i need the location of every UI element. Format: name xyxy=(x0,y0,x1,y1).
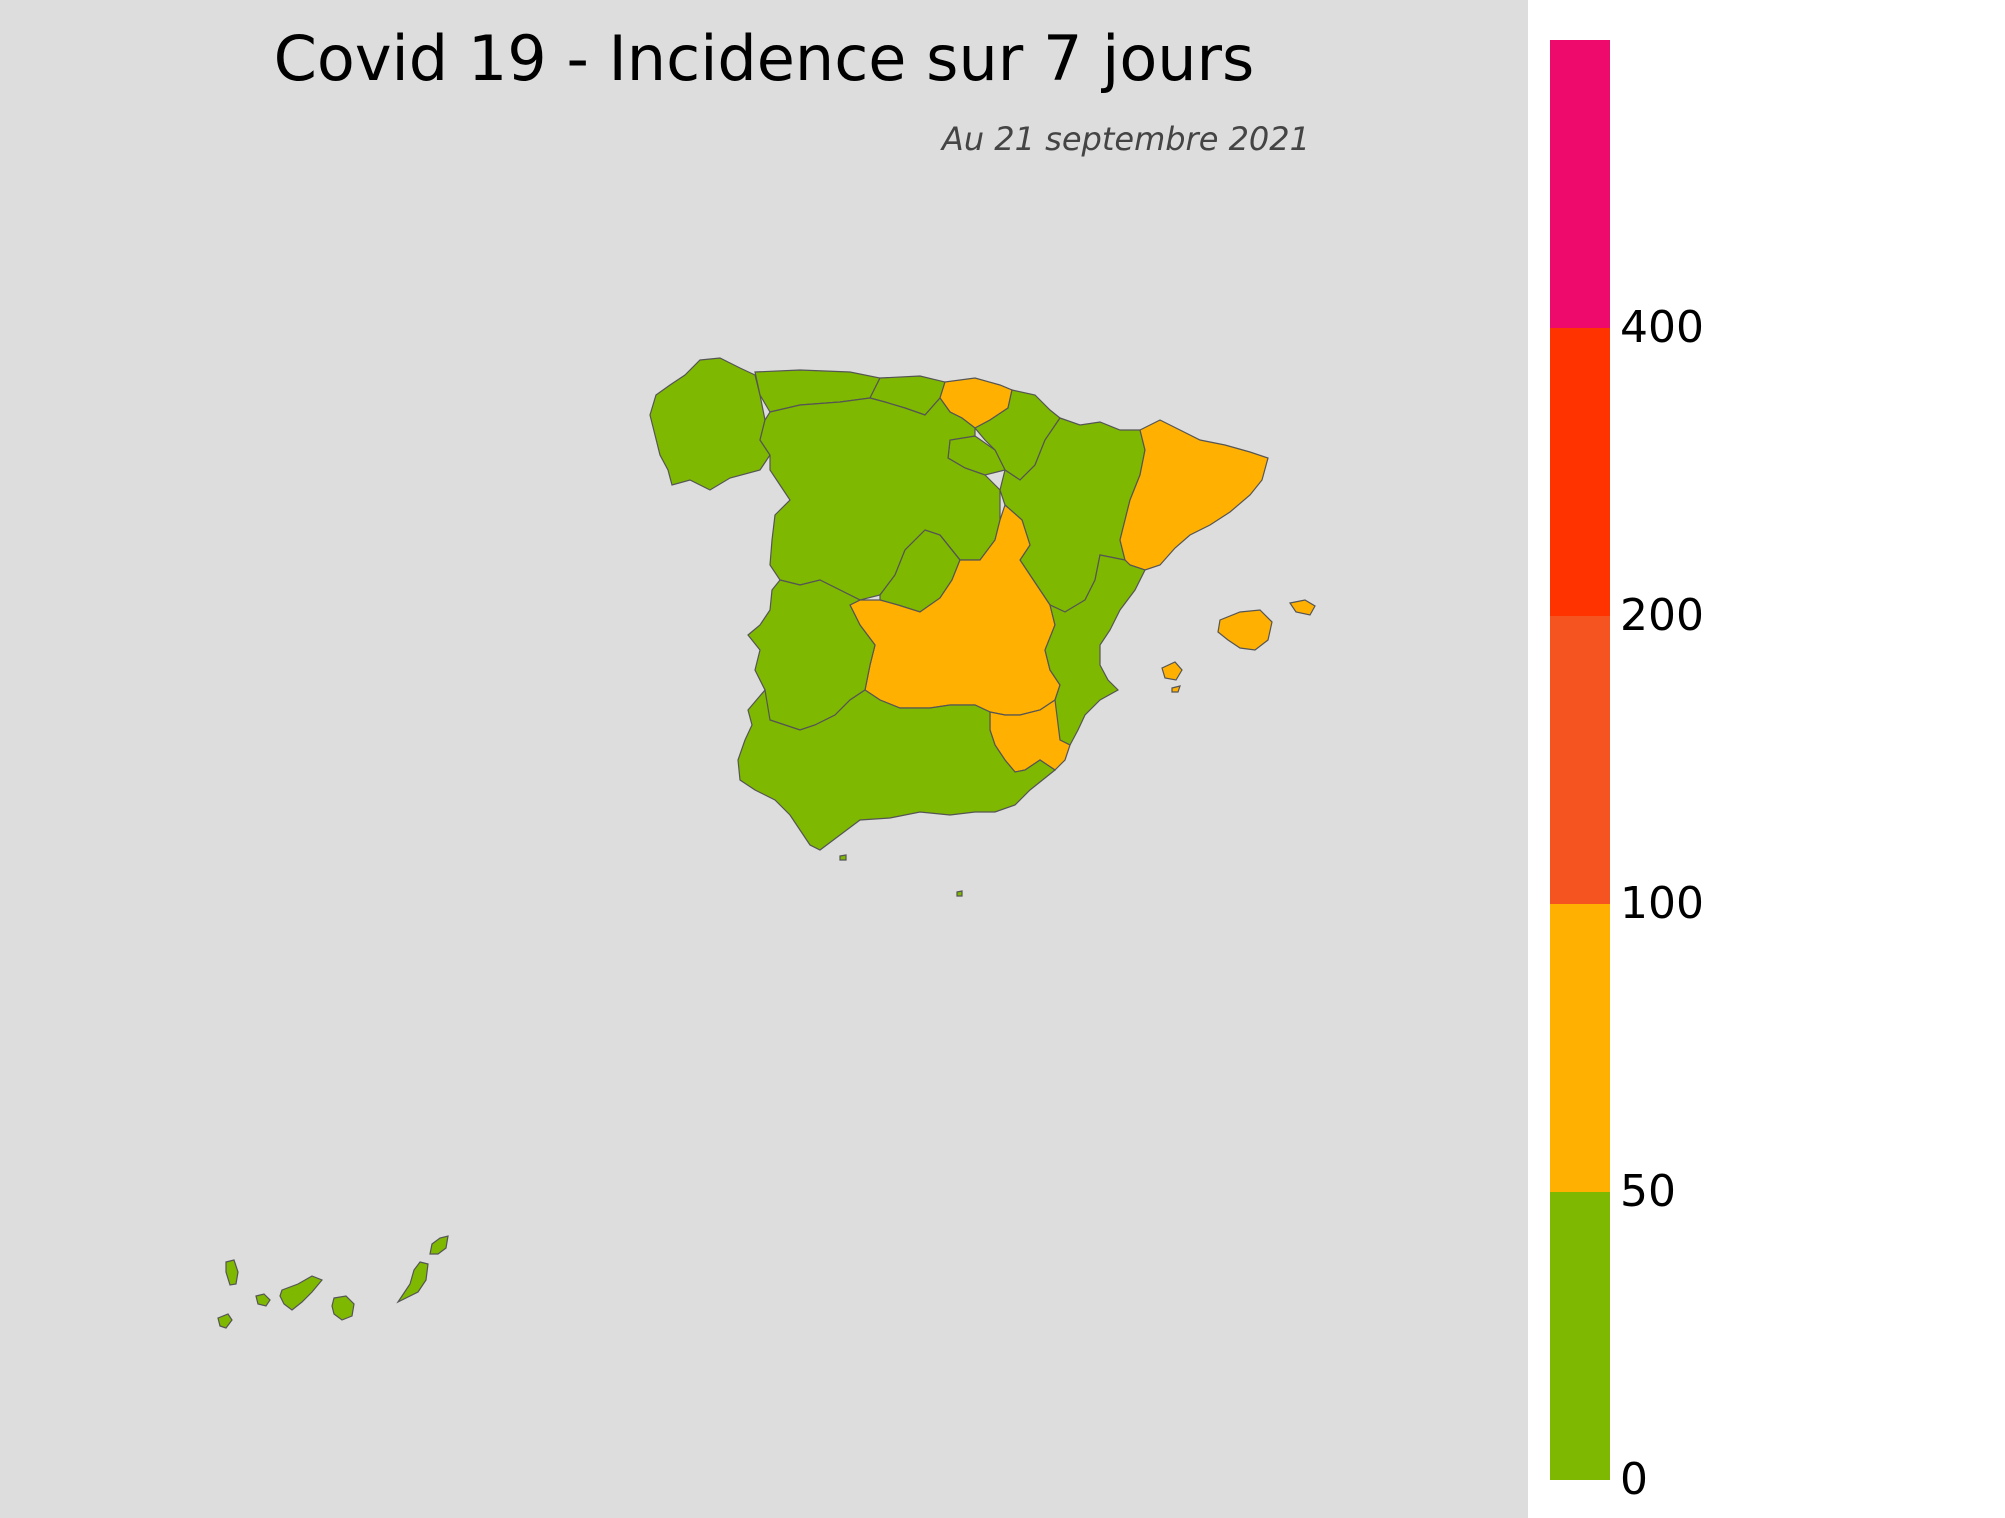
legend-band-200-400 xyxy=(1550,328,1610,616)
region-canarias-el-hierro[interactable] xyxy=(217,1313,233,1329)
spain-choropleth-map xyxy=(217,357,1316,1329)
legend-colorbar xyxy=(1550,40,1610,1480)
region-canarias-tenerife[interactable] xyxy=(279,1275,323,1311)
legend-band-100-200 xyxy=(1550,616,1610,904)
region-canarias-la-palma[interactable] xyxy=(225,1259,239,1286)
region-cataluna[interactable] xyxy=(1119,419,1269,571)
region-baleares-ibiza[interactable] xyxy=(1161,661,1183,681)
legend-tick-100: 100 xyxy=(1620,878,1704,929)
legend-tick-400: 400 xyxy=(1620,302,1704,353)
legend-tick-0: 0 xyxy=(1620,1454,1648,1505)
legend-band-0-50 xyxy=(1550,1192,1610,1480)
region-andalucia[interactable] xyxy=(737,688,1057,851)
region-baleares-formentera[interactable] xyxy=(1171,685,1181,693)
region-canarias-fuerteventura[interactable] xyxy=(396,1261,429,1304)
legend-band-400-plus xyxy=(1550,40,1610,328)
region-ceuta[interactable] xyxy=(839,854,847,861)
region-baleares-mallorca[interactable] xyxy=(1217,609,1273,651)
region-canarias-la-gomera[interactable] xyxy=(255,1293,271,1307)
region-melilla[interactable] xyxy=(956,890,963,897)
legend-tick-200: 200 xyxy=(1620,590,1704,641)
region-canarias-lanzarote[interactable] xyxy=(429,1235,449,1255)
region-baleares-menorca[interactable] xyxy=(1289,599,1316,616)
map-panel: Covid 19 - Incidence sur 7 jours Au 21 s… xyxy=(0,0,1528,1518)
legend-band-50-100 xyxy=(1550,904,1610,1192)
region-canarias-gran-canaria[interactable] xyxy=(331,1295,355,1321)
map-subtitle: Au 21 septembre 2021 xyxy=(941,120,1310,158)
map-title: Covid 19 - Incidence sur 7 jours xyxy=(273,22,1255,95)
region-galicia[interactable] xyxy=(649,357,771,491)
legend-tick-50: 50 xyxy=(1620,1166,1676,1217)
